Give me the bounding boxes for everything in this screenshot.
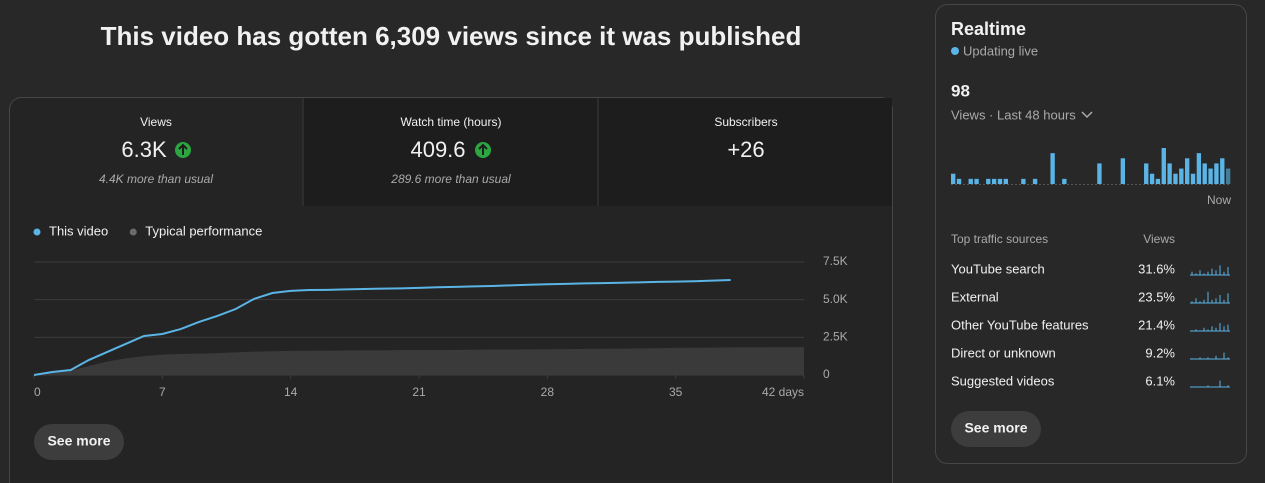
bar (1220, 158, 1225, 184)
metric-value: 6.3K (121, 137, 167, 162)
area (34, 347, 804, 375)
source-name: YouTube search (951, 261, 1045, 276)
y-tick-label: 0 (823, 367, 830, 381)
realtime-count: 98 (951, 81, 970, 100)
bar (1149, 173, 1155, 184)
traffic-sources: YouTube search 31.6% External 23.5% Other Yo… (951, 261, 1230, 388)
bar (1190, 173, 1196, 184)
source-share: 31.6% (1138, 261, 1175, 276)
metric-note: 289.6 more than usual (390, 172, 511, 186)
see-more-label[interactable]: See more (47, 433, 110, 449)
source-name: External (951, 289, 999, 304)
line (33, 278, 731, 376)
realtime-title: Realtime (951, 19, 1026, 39)
bar (1144, 163, 1149, 184)
bar (1003, 178, 1008, 184)
now-label: Now (1207, 193, 1231, 207)
bar (974, 178, 979, 184)
page-title: This video has gotten 6,309 views since … (101, 21, 802, 51)
metric-note: 4.4K more than usual (99, 172, 213, 186)
y-tick-label: 5.0K (823, 292, 848, 306)
source-share: 21.4% (1138, 317, 1175, 332)
source-share: 23.5% (1138, 289, 1175, 304)
bar (1097, 163, 1102, 184)
realtime-period[interactable]: Views · Last 48 hours (951, 107, 1076, 122)
bar (1208, 168, 1213, 184)
bar (1161, 148, 1166, 184)
metric-value: +26 (727, 137, 764, 162)
legend-dot (33, 228, 41, 236)
realtime-bars (951, 148, 1231, 184)
metric-label: Watch time (hours) (401, 115, 502, 129)
bar (1120, 158, 1125, 184)
see-more-button[interactable] (34, 424, 124, 460)
up-icon (475, 142, 491, 158)
sparkline (1190, 323, 1230, 332)
x-tick-label: 14 (284, 385, 298, 399)
bar (986, 178, 991, 184)
x-tick-label: 7 (159, 385, 166, 399)
bar (1214, 163, 1219, 184)
x-tick-label: 35 (669, 385, 683, 399)
bar (1202, 163, 1207, 184)
bar (991, 178, 997, 184)
up-icon (175, 142, 191, 158)
sparkline (1190, 380, 1230, 388)
bar (1021, 178, 1026, 184)
x-tick-label: 21 (412, 385, 426, 399)
views-chart: 0 2.5K 5.0K 7.5K 0 7 14 21 28 35 42 days This video… (33, 223, 848, 399)
bar (1062, 178, 1067, 184)
dropdown-chevron[interactable] (1081, 111, 1093, 119)
sparkline (1190, 352, 1230, 360)
sources-header: Top traffic sources (951, 232, 1048, 246)
x-tick-label: 0 (34, 385, 41, 399)
y-tick-label: 7.5K (823, 254, 848, 268)
source-share: 9.2% (1145, 345, 1175, 360)
bar (1225, 168, 1231, 184)
bar (968, 178, 973, 184)
bar (951, 173, 956, 184)
source-name: Direct or unknown (951, 345, 1056, 360)
metric-label: Views (140, 115, 172, 129)
live-status: Updating live (963, 43, 1038, 58)
bar (1167, 163, 1172, 184)
see-more-button[interactable] (951, 411, 1041, 447)
bar (1173, 173, 1178, 184)
realtime-card (935, 4, 1247, 464)
x-tick-label: 42 days (762, 385, 804, 399)
bar (1185, 158, 1190, 184)
legend-dot (129, 228, 137, 236)
bar (1196, 153, 1202, 184)
bar (1179, 168, 1184, 184)
views-header: Views (1143, 232, 1175, 246)
sparkline (1190, 265, 1230, 276)
source-name: Other YouTube features (951, 317, 1089, 332)
source-share: 6.1% (1145, 373, 1175, 388)
bar (1050, 153, 1055, 184)
y-tick-label: 2.5K (823, 330, 848, 344)
bar (1155, 178, 1161, 184)
sparkline (1190, 291, 1230, 304)
bar (956, 178, 962, 184)
source-name: Suggested videos (951, 373, 1055, 388)
bar (1032, 178, 1038, 184)
bar (997, 178, 1003, 184)
legend-label: Typical performance (145, 223, 262, 238)
see-more-label[interactable]: See more (964, 420, 1027, 436)
legend-label: This video (49, 223, 108, 238)
metric-value: 409.6 (410, 137, 465, 162)
x-tick-label: 28 (541, 385, 555, 399)
live-dot (951, 47, 959, 55)
metric-label: Subscribers (714, 115, 777, 129)
